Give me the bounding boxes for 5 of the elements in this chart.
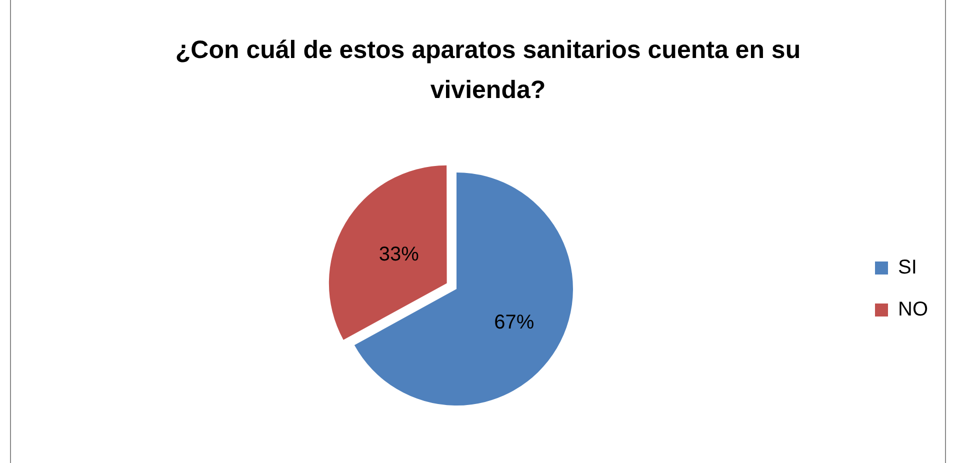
legend-label: SI bbox=[898, 256, 917, 279]
legend-label: NO bbox=[898, 298, 928, 321]
data-label: 67% bbox=[494, 312, 534, 334]
chart-title: ¿Con cuál de estos aparatos sanitarios cuenta en su vivienda? bbox=[174, 35, 802, 106]
data-label: 33% bbox=[378, 243, 420, 266]
